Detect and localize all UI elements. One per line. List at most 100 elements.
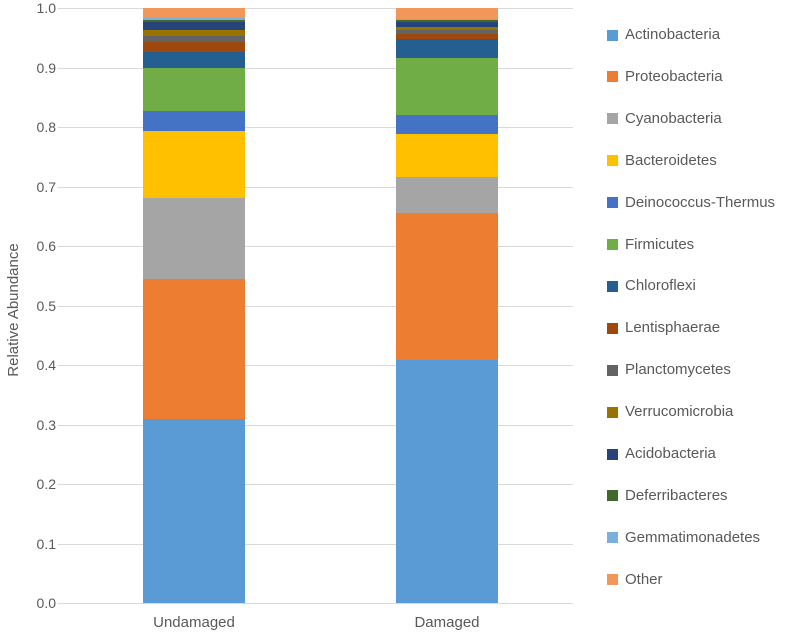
legend-item-label: Firmicutes [625, 235, 695, 253]
legend-item-label: Other [625, 570, 663, 588]
bar-segment-proteobacteria [396, 213, 498, 360]
legend-swatch [607, 29, 618, 41]
y-axis-tick-label: 0.0 [36, 595, 56, 611]
y-axis-tick-label: 0.4 [36, 357, 56, 373]
legend-item-bacteroidetes: Bacteroidetes [607, 150, 717, 172]
legend-swatch [607, 280, 618, 292]
y-axis-tick [58, 68, 68, 69]
legend-item-label: Actinobacteria [625, 26, 721, 43]
legend-item-label: Deferribacteres [625, 486, 728, 504]
legend-swatch [607, 532, 618, 544]
bar-segment-other [396, 8, 498, 19]
gridline [68, 365, 573, 366]
bar-segment-bacteroidetes [396, 134, 498, 177]
gridline [68, 484, 573, 485]
y-axis-tick-label: 0.6 [36, 238, 56, 254]
legend-item-other: Other [607, 569, 663, 591]
bar-segment-bacteroidetes [143, 131, 245, 198]
legend-swatch [607, 574, 618, 586]
bar-segment-chloroflexi [396, 39, 498, 58]
bar-segment-deinococcus-thermus [396, 115, 498, 134]
legend-swatch [607, 155, 618, 167]
legend-item-gemmatimonadetes: Gemmatimonadetes [607, 527, 760, 549]
gridline [68, 603, 573, 604]
gridline [68, 425, 573, 426]
bar-segment-chloroflexi [143, 52, 245, 68]
bar-segment-acidobacteria [143, 22, 245, 30]
x-category-label: Damaged [414, 614, 480, 631]
legend-item-label: Chloroflexi [625, 277, 696, 295]
y-axis-tick-label: 0.8 [36, 119, 56, 135]
bar-segment-firmicutes [396, 58, 498, 115]
y-axis-tick [58, 425, 68, 426]
legend-swatch [607, 113, 618, 125]
y-axis-tick [58, 603, 68, 604]
legend-item-firmicutes: Firmicutes [607, 234, 694, 256]
bar-segment-other [143, 8, 245, 18]
y-axis-tick-label: 0.7 [36, 179, 56, 195]
bar-segment-actinobacteria [143, 419, 245, 603]
y-axis-tick-label: 0.5 [36, 298, 56, 314]
y-axis-tick [58, 544, 68, 545]
bar-segment-verrucomicrobia [396, 27, 498, 30]
legend-item-label: Gemmatimonadetes [625, 528, 761, 546]
bar-segment-deferribacteres [143, 20, 245, 22]
bar-segment-deinococcus-thermus [143, 111, 245, 131]
legend-swatch [607, 364, 618, 376]
legend-item-planctomycetes: Planctomycetes [607, 359, 731, 381]
bar-segment-lentisphaerae [396, 34, 498, 39]
gridline [68, 187, 573, 188]
legend-swatch [607, 239, 618, 250]
legend-item-label: Proteobacteria [625, 67, 723, 85]
gridline [68, 544, 573, 545]
bar-segment-proteobacteria [143, 279, 245, 419]
y-axis-tick [58, 187, 68, 188]
y-axis-tick-label: 0.9 [36, 60, 56, 76]
bar-segment-lentisphaerae [143, 42, 245, 52]
bar-segment-actinobacteria [396, 360, 498, 603]
gridline [68, 68, 573, 69]
legend-swatch [607, 448, 618, 460]
bar-segment-gemmatimonadetes [396, 19, 498, 20]
legend-item-label: Deinococcus-Thermus [625, 193, 776, 211]
y-axis-tick [58, 8, 68, 9]
legend-swatch [607, 490, 618, 502]
legend-item-label: Verrucomicrobia [625, 403, 734, 421]
bar-segment-cyanobacteria [396, 177, 498, 213]
y-axis-tick-label: 0.3 [36, 417, 56, 433]
legend-item-deinococcus-thermus: Deinococcus-Thermus [607, 192, 775, 214]
legend-swatch [607, 322, 618, 334]
legend-item-chloroflexi: Chloroflexi [607, 275, 696, 297]
legend-swatch [607, 406, 618, 418]
bar-segment-gemmatimonadetes [143, 18, 245, 20]
bar-segment-firmicutes [143, 68, 245, 111]
legend-item-label: Bacteroidetes [625, 151, 717, 169]
y-axis-tick [58, 127, 68, 128]
gridline [68, 246, 573, 247]
y-axis-tick [58, 365, 68, 366]
legend-item-cyanobacteria: Cyanobacteria [607, 108, 722, 130]
bar-segment-planctomycetes [396, 30, 498, 34]
legend-item-actinobacteria: Actinobacteria [607, 24, 720, 46]
bar-segment-deferribacteres [396, 20, 498, 22]
y-axis-tick [58, 246, 68, 247]
bar-segment-verrucomicrobia [143, 30, 245, 36]
legend-item-verrucomicrobia: Verrucomicrobia [607, 401, 733, 423]
legend-item-lentisphaerae: Lentisphaerae [607, 317, 720, 339]
legend-item-label: Planctomycetes [625, 361, 731, 379]
legend-item-label: Cyanobacteria [625, 109, 722, 127]
legend-swatch [607, 197, 618, 209]
y-axis-tick-label: 0.2 [36, 476, 56, 492]
x-category-label: Undamaged [153, 614, 235, 631]
y-axis-tick-label: 0.1 [36, 536, 56, 552]
gridline [68, 306, 573, 307]
y-axis-tick [58, 484, 68, 485]
y-axis-tick-label: 1.0 [36, 0, 56, 16]
bar-segment-planctomycetes [143, 36, 245, 42]
legend-item-label: Lentisphaerae [625, 319, 721, 337]
y-axis-tick [58, 306, 68, 307]
legend-item-deferribacteres: Deferribacteres [607, 485, 728, 507]
legend-item-proteobacteria: Proteobacteria [607, 66, 723, 88]
bar-segment-cyanobacteria [143, 198, 245, 279]
